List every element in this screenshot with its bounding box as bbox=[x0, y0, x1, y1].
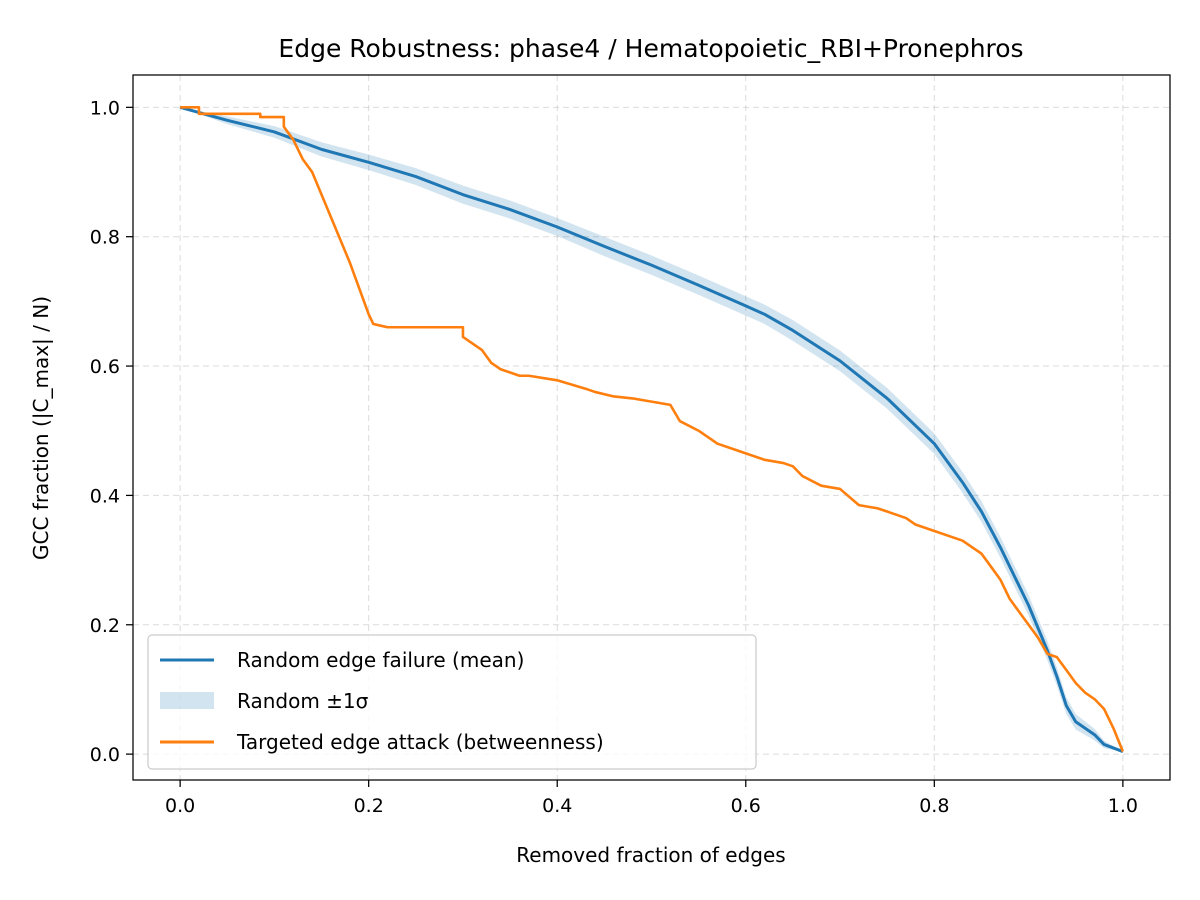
x-tick-label: 1.0 bbox=[1108, 795, 1138, 817]
y-axis-label: GCC fraction (|C_max| / N) bbox=[29, 296, 53, 560]
y-tick-label: 0.2 bbox=[90, 615, 120, 637]
legend-label-targeted: Targeted edge attack (betweenness) bbox=[236, 730, 604, 754]
x-tick-label: 0.4 bbox=[542, 795, 572, 817]
y-tick-label: 0.6 bbox=[90, 356, 120, 378]
y-tick-label: 1.0 bbox=[90, 97, 120, 119]
legend-label-random-band: Random ±1σ bbox=[237, 689, 369, 713]
chart-title: Edge Robustness: phase4 / Hematopoietic_… bbox=[278, 34, 1023, 63]
x-tick-label: 0.6 bbox=[731, 795, 761, 817]
legend: Random edge failure (mean) Random ±1σ Ta… bbox=[147, 634, 757, 770]
x-axis-label: Removed fraction of edges bbox=[516, 843, 785, 867]
line-layer bbox=[179, 105, 1125, 753]
x-tick-label: 0.0 bbox=[165, 795, 195, 817]
y-tick-label: 0.8 bbox=[90, 227, 120, 249]
x-tick-label: 0.2 bbox=[354, 795, 384, 817]
x-tick-label: 0.8 bbox=[919, 795, 949, 817]
y-tick-label: 0.0 bbox=[90, 744, 120, 766]
legend-swatch-random-band bbox=[160, 692, 214, 709]
random-mean-line bbox=[179, 105, 1124, 753]
legend-box bbox=[147, 634, 757, 770]
plot-frame bbox=[132, 74, 1171, 781]
legend-label-random-mean: Random edge failure (mean) bbox=[237, 648, 524, 672]
ticks: 0.0 0.2 0.4 0.6 0.8 1.0 0.0 0.2 0.4 0.6 0.8 1.0 bbox=[90, 97, 1138, 817]
y-tick-label: 0.4 bbox=[90, 485, 120, 507]
targeted-attack-line bbox=[180, 106, 1125, 753]
